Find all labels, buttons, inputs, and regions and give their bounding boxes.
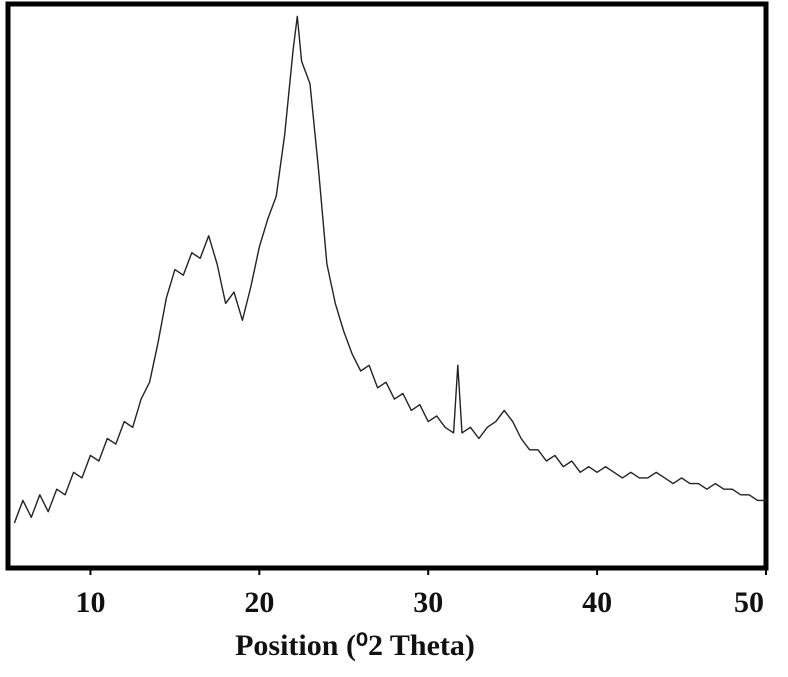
x-tick-label: 40	[582, 586, 612, 619]
xrd-line	[13, 15, 766, 524]
x-tick-label: 30	[413, 586, 443, 619]
x-tick-label: 20	[244, 586, 274, 619]
x-axis-label: Position (⁰2 Theta)	[235, 629, 475, 662]
plot-frame	[5, 1, 769, 571]
x-tick-label: 50	[734, 586, 764, 619]
x-tick-label: 10	[75, 586, 105, 619]
